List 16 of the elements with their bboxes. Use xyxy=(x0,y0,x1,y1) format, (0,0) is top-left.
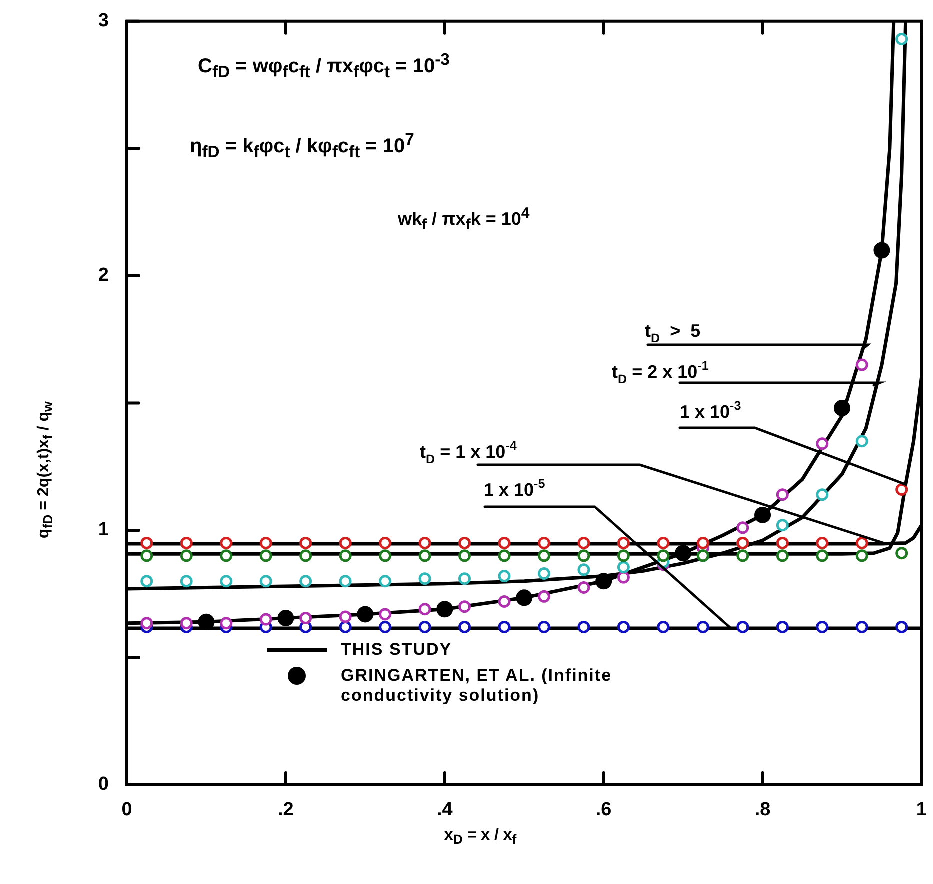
y-tick-label: 2 xyxy=(98,265,109,286)
y-tick-label: 1 xyxy=(98,520,110,541)
x-tick-label: 0 xyxy=(122,800,132,821)
annotation: wk$_{f}$ / πx$_{f}$k = 10$^{4}$ xyxy=(398,205,530,234)
text: η$_{fD}$ = k$_{f}$φc$_{t}$ / kφ$_{f}$c$_{ft}$ = 10$^{7}$ xyxy=(190,130,414,162)
text: C$_{fD}$ = wφ$_{f}$c$_{ft}$ / πx$_{f}$φc$_{t}$ = 10$^{-3}$ xyxy=(198,50,450,82)
x-tick-label: .8 xyxy=(754,800,771,821)
x-tick-label: .4 xyxy=(436,800,454,821)
x-tick-label: 1 xyxy=(916,800,928,821)
y-tick-label: 0 xyxy=(98,774,109,796)
legend-label: THIS STUDY xyxy=(341,640,454,660)
x-tick-label: .2 xyxy=(278,800,294,821)
legend-label: GRINGARTEN, ET AL. (Infinite conductivity solution) xyxy=(341,666,614,706)
y-tick-label: 3 xyxy=(98,10,109,32)
x-tick-label: .6 xyxy=(596,800,612,821)
x-axis-title: x$_{D}$ = x / x$_{f}$ xyxy=(444,827,517,848)
